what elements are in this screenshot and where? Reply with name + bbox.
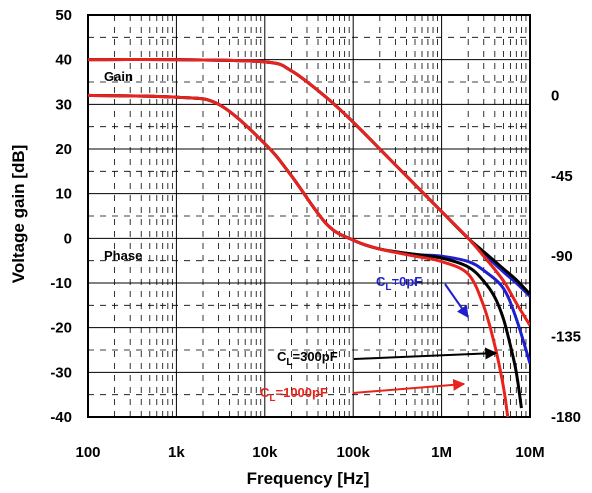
y-tick-label: 30 [55,96,72,113]
plot-frame [87,14,531,418]
y-tick-label: -10 [50,275,72,292]
y2-tick-label: -180 [551,409,581,426]
annotation-cl-0-label: CL=0pF [376,274,422,293]
annotation-arrow-cl300 [353,347,498,360]
series-line-phase-cl1000 [88,93,510,417]
y2-tick-label: 0 [551,87,559,104]
annotation-layer: CL=0pF CL=300pF CL=1000pF [260,274,498,404]
plot-border [87,14,531,418]
y2-tick-label: -45 [551,168,573,185]
grid [88,15,530,417]
x-tick-label: 1k [168,444,185,461]
x-tick-label: 10k [252,444,278,461]
y-tick-label: 50 [55,7,72,24]
series-line-gain-cl1000 [88,58,530,327]
y2-tick-label: -90 [551,248,573,265]
y2-tick-label: -135 [551,329,581,346]
annotation-cl-1000-label: CL=1000pF [260,385,328,404]
gain-label: Gain [104,69,133,84]
tick-layer: 100 1k 10k 100k 1M 10M50403020100-10-20-30-40… [50,7,581,461]
x-tick-label: 100 [75,444,100,461]
y-axis-title: Voltage gain [dB] [9,145,28,284]
y-tick-label: 10 [55,186,72,203]
series-line-phase-cl0 [88,93,530,364]
y-tick-label: -40 [50,409,72,426]
x-tick-label: 1M [431,444,452,461]
y-tick-label: -30 [50,364,72,381]
annotation-cl-300-label: CL=300pF [277,349,338,368]
annotation-arrow-cl0 [444,283,469,318]
annotation-arrow-cl1000 [352,378,466,394]
x-tick-label: 100k [337,444,371,461]
y-tick-label: 0 [64,230,72,247]
y-tick-label: 20 [55,141,72,158]
y-tick-label: -20 [50,320,72,337]
series-layer [88,58,530,417]
x-tick-label: 10M [515,444,544,461]
y-tick-label: 40 [55,52,72,69]
x-axis-title: Frequency [Hz] [247,469,370,488]
phase-label: Phase [104,248,142,263]
